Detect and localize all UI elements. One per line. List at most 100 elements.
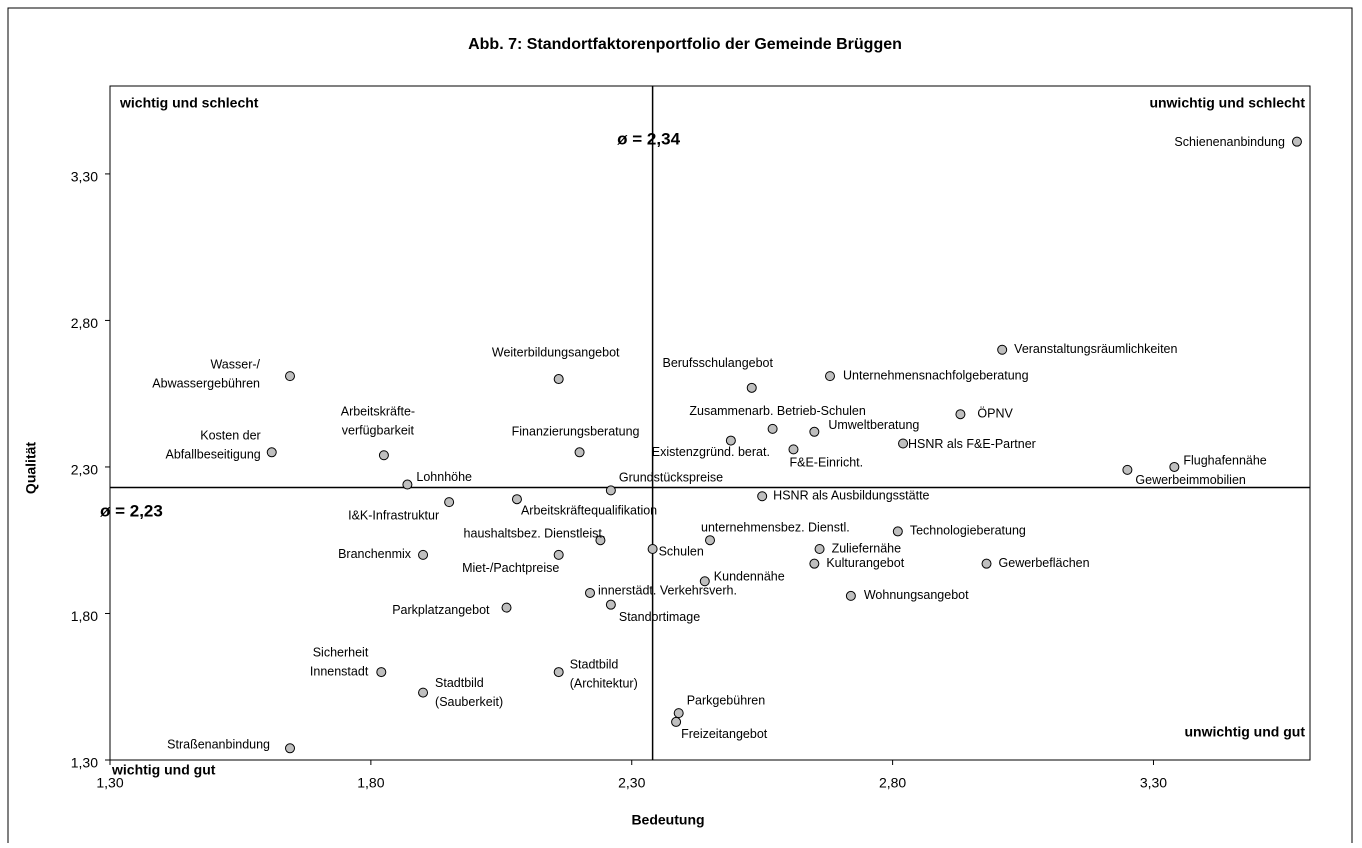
point (671, 716, 682, 727)
point-label: Finanzierungsberatung (512, 425, 640, 439)
point-label: Arbeitskräftequalifikation (521, 503, 657, 517)
point (981, 558, 992, 569)
point (955, 409, 966, 420)
point (892, 526, 903, 537)
y-tick-label: 3,30 (71, 169, 98, 185)
point-label: Innenstadt (310, 664, 369, 678)
point-label: Umweltberatung (828, 418, 919, 432)
point-label: Miet-/Pachtpreise (462, 561, 559, 575)
point (444, 497, 455, 508)
x-tick-label: 2,30 (618, 775, 645, 791)
point (898, 438, 909, 449)
point-label: F&E-Einricht. (789, 456, 863, 470)
point-label: Stadtbild (435, 676, 484, 690)
point (809, 426, 820, 437)
point-label: Gewerbeimmobilien (1135, 473, 1246, 487)
x-axis-label: Bedeutung (631, 812, 704, 828)
point (1291, 136, 1302, 147)
point-label: Wohnungsangebot (864, 588, 969, 602)
point (574, 447, 585, 458)
point (1122, 464, 1133, 475)
point-label: Sicherheit (313, 645, 369, 659)
point-label: unternehmensbez. Dienstl. (701, 521, 850, 535)
y-tick-label: 1,30 (71, 755, 98, 771)
point-label: Veranstaltungsräumlichkeiten (1014, 342, 1177, 356)
chart-frame (7, 7, 1353, 848)
point (378, 450, 389, 461)
x-tick-label: 1,30 (96, 775, 123, 791)
point-label: Wasser-/ (210, 357, 260, 371)
point-label: innerstädt. Verkehrsverh. (598, 583, 737, 597)
point-label: Weiterbildungsangebot (492, 345, 620, 359)
quadrant-label: wichtig und gut (111, 762, 216, 778)
point (285, 371, 295, 382)
x-tick-label: 1,80 (357, 775, 384, 791)
point (997, 344, 1008, 355)
x-tick-label: 3,30 (1140, 775, 1167, 791)
point-label: verfügbarkeit (342, 424, 415, 438)
point-label: Zusammenarb. Betrieb-Schulen (689, 404, 866, 418)
point (266, 447, 277, 458)
point (402, 479, 413, 490)
point (767, 423, 778, 434)
point (285, 743, 295, 754)
point-label: Abwassergebühren (152, 376, 260, 390)
point-label: Berufsschulangebot (662, 356, 773, 370)
point-label: (Architektur) (570, 676, 638, 690)
x-tick-label: 2,80 (879, 775, 906, 791)
point-label: Abfallbeseitigung (166, 448, 261, 462)
quadrant-label: wichtig und schlecht (119, 95, 259, 111)
chart-title: Abb. 7: Standortfaktorenportfolio der Ge… (468, 36, 902, 53)
point (757, 491, 768, 502)
point (553, 667, 564, 678)
point-label: Unternehmensnachfolgeberatung (843, 368, 1029, 382)
y-axis-label: Qualität (23, 442, 39, 494)
point-label: Schienenanbindung (1174, 135, 1285, 149)
plot-area (109, 85, 1311, 761)
point-label: Freizeitangebot (681, 727, 768, 741)
point-label: Kulturangebot (826, 556, 904, 570)
point (647, 544, 658, 555)
point (673, 708, 684, 719)
point (809, 558, 820, 569)
point-label: Kosten der (200, 429, 260, 443)
point-label: haushaltsbez. Dienstleist. (464, 527, 606, 541)
point (788, 444, 799, 455)
point (699, 576, 710, 587)
y-tick-label: 2,30 (71, 462, 98, 478)
point (605, 599, 616, 610)
point-label: Straßenanbindung (167, 738, 270, 752)
point (746, 382, 757, 393)
point-label: I&K-Infrastruktur (348, 508, 439, 522)
point-label: Stadtbild (570, 657, 619, 671)
point-label: Zuliefernähe (832, 541, 902, 555)
y-tick-label: 1,80 (71, 608, 98, 624)
point (511, 494, 522, 505)
point (585, 587, 595, 598)
mean-label: ø = 2,34 (617, 129, 680, 148)
point-label: Flughafennähe (1183, 453, 1266, 467)
point-label: ÖPNV (977, 407, 1013, 421)
point-label: HSNR als F&E-Partner (908, 437, 1036, 451)
point (553, 374, 564, 385)
point (501, 602, 512, 613)
quadrant-label: unwichtig und gut (1184, 724, 1305, 740)
point-label: Parkgebühren (687, 693, 766, 707)
point (705, 535, 715, 546)
point-label: Schulen (659, 544, 704, 558)
point (376, 667, 387, 678)
point-label: Technologieberatung (910, 524, 1026, 538)
point-label: HSNR als Ausbildungsstätte (773, 489, 929, 503)
point-label: Branchenmix (338, 547, 412, 561)
y-tick-label: 2,80 (71, 315, 98, 331)
point (418, 549, 429, 560)
point (605, 485, 616, 496)
point-label: (Sauberkeit) (435, 695, 503, 709)
point (1169, 461, 1180, 472)
point (845, 590, 856, 601)
point-label: Gewerbeflächen (999, 556, 1090, 570)
point-label: Standortimage (619, 610, 700, 624)
point-label: Kundennähe (714, 570, 785, 584)
point (418, 687, 429, 698)
